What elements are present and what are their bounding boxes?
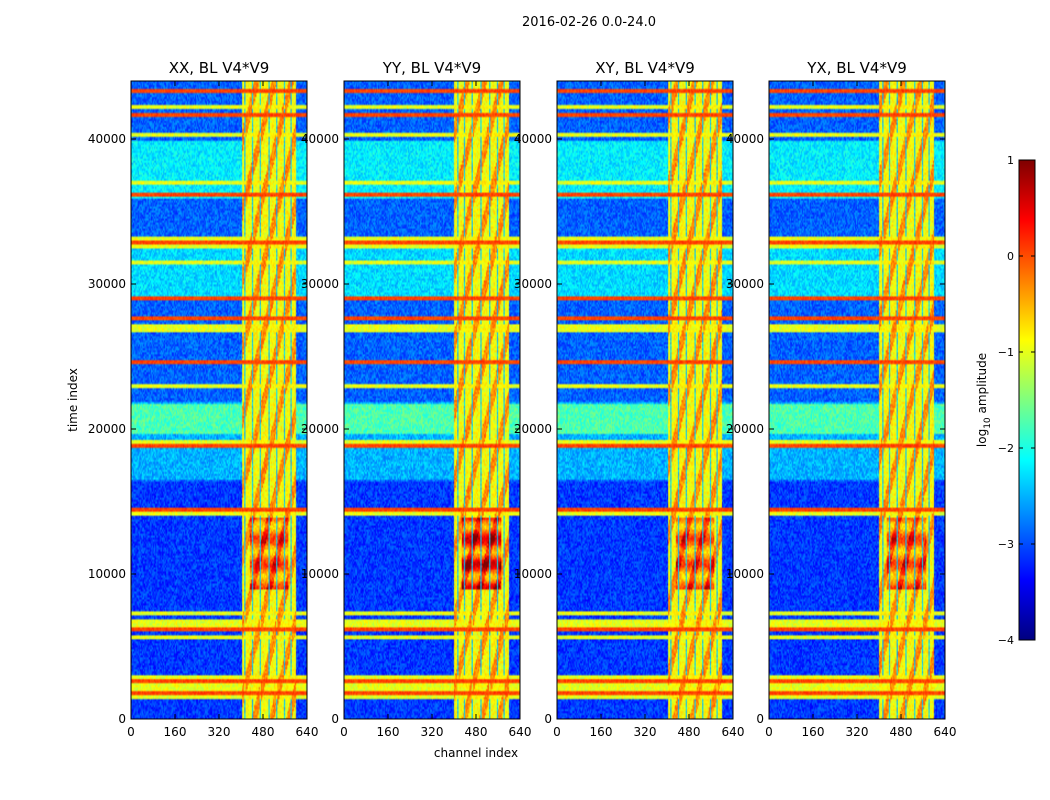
x-tick-label: 480 — [678, 725, 701, 739]
y-tick-label: 10000 — [301, 567, 339, 581]
colorbar-label: log10 amplitude — [975, 353, 993, 447]
heatmap-panel: YY, BL V4*V9 0 160 320 480 640 0 10000 20000 3000… — [301, 59, 532, 739]
x-tick-label: 320 — [421, 725, 444, 739]
panel-title: XY, BL V4*V9 — [595, 59, 695, 77]
colorbar-tick-label: 0 — [1007, 250, 1014, 263]
y-tick-label: 10000 — [88, 567, 126, 581]
y-tick-label: 30000 — [514, 277, 552, 291]
heatmap-panel: XY, BL V4*V9 0 160 320 480 640 0 10000 20000 3000… — [514, 59, 745, 739]
x-tick-label: 640 — [509, 725, 532, 739]
y-tick-label: 20000 — [301, 422, 339, 436]
x-tick-label: 0 — [553, 725, 561, 739]
x-tick-label: 160 — [590, 725, 613, 739]
y-tick-label: 40000 — [88, 132, 126, 146]
x-tick-label: 320 — [208, 725, 231, 739]
panel-title: XX, BL V4*V9 — [169, 59, 270, 77]
y-tick-label: 20000 — [88, 422, 126, 436]
heatmap-panel: YX, BL V4*V9 0 160 320 480 640 0 10000 20000 3000… — [726, 59, 957, 739]
colorbar-tick-label: −1 — [998, 346, 1014, 359]
colorbar-tick-label: 1 — [1007, 154, 1014, 167]
y-tick-label: 40000 — [301, 132, 339, 146]
heatmap-image — [131, 81, 307, 719]
panel-title: YY, BL V4*V9 — [382, 59, 481, 77]
x-tick-label: 320 — [846, 725, 869, 739]
y-tick-label: 10000 — [514, 567, 552, 581]
x-tick-label: 480 — [252, 725, 275, 739]
y-tick-label: 40000 — [726, 132, 764, 146]
colorbar-tick-label: −3 — [998, 538, 1014, 551]
heatmap-image — [344, 81, 520, 719]
panel-title: YX, BL V4*V9 — [806, 59, 907, 77]
x-tick-label: 160 — [802, 725, 825, 739]
x-axis-label: channel index — [434, 746, 518, 760]
y-tick-label: 30000 — [88, 277, 126, 291]
suptitle: 2016-02-26 0.0-24.0 — [522, 15, 656, 30]
x-tick-label: 480 — [890, 725, 913, 739]
colorbar: 1 0 −1 −2 −3 −4 log10 amplitude — [975, 154, 1036, 647]
x-tick-label: 0 — [765, 725, 773, 739]
y-tick-label: 0 — [756, 712, 764, 726]
y-tick-label: 20000 — [514, 422, 552, 436]
x-tick-label: 0 — [127, 725, 135, 739]
heatmap-panel: XX, BL V4*V9 0 160 320 480 640 0 10000 20000 3000… — [88, 59, 319, 739]
y-axis-label: time index — [66, 368, 80, 432]
colorbar-gradient — [1018, 159, 1036, 641]
heatmap-image — [769, 81, 945, 719]
y-tick-label: 30000 — [726, 277, 764, 291]
y-tick-label: 40000 — [514, 132, 552, 146]
y-tick-label: 10000 — [726, 567, 764, 581]
y-tick-label: 0 — [118, 712, 126, 726]
y-tick-label: 20000 — [726, 422, 764, 436]
x-tick-label: 320 — [634, 725, 657, 739]
x-tick-label: 160 — [164, 725, 187, 739]
x-tick-label: 160 — [377, 725, 400, 739]
heatmap-image — [557, 81, 733, 719]
colorbar-tick-label: −4 — [998, 634, 1014, 647]
x-tick-label: 480 — [465, 725, 488, 739]
x-tick-label: 640 — [934, 725, 957, 739]
heatmap-panels: XX, BL V4*V9 0 160 320 480 640 0 10000 20000 3000… — [88, 59, 957, 739]
x-tick-label: 640 — [722, 725, 745, 739]
y-tick-label: 30000 — [301, 277, 339, 291]
y-tick-label: 0 — [331, 712, 339, 726]
colorbar-tick-label: −2 — [998, 442, 1014, 455]
y-tick-label: 0 — [544, 712, 552, 726]
x-tick-label: 640 — [296, 725, 319, 739]
x-tick-label: 0 — [340, 725, 348, 739]
